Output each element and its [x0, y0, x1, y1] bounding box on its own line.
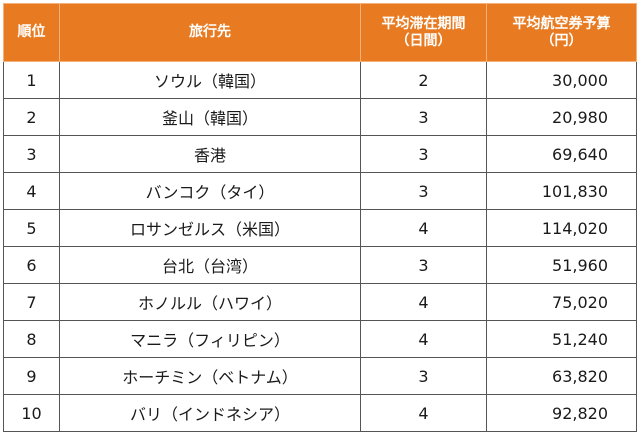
rank-cell: 3	[3, 135, 60, 173]
header-destination: 旅行先	[59, 3, 361, 62]
rank-cell: 6	[3, 246, 60, 284]
avg-airfare-cell: 20,980	[486, 98, 637, 136]
avg-stay-cell: 4	[360, 283, 487, 321]
avg-stay-cell: 4	[360, 394, 487, 432]
header-rank: 順位	[3, 3, 60, 62]
destination-cell: ホーチミン（ベトナム）	[59, 357, 361, 395]
table-row: 3 香港 3 69,640	[3, 135, 637, 173]
destination-cell: 釜山（韓国）	[59, 98, 361, 136]
header-avg-stay: 平均滞在期間 （日間）	[360, 3, 487, 62]
destination-cell: マニラ（フィリピン）	[59, 320, 361, 358]
table-row: 9 ホーチミン（ベトナム） 3 63,820	[3, 357, 637, 395]
avg-stay-cell: 3	[360, 357, 487, 395]
avg-stay-cell: 4	[360, 209, 487, 247]
avg-airfare-cell: 101,830	[486, 172, 637, 210]
avg-airfare-cell: 69,640	[486, 135, 637, 173]
avg-airfare-cell: 114,020	[486, 209, 637, 247]
destination-cell: バリ（インドネシア）	[59, 394, 361, 432]
header-avg-airfare-label: 平均航空券予算	[512, 15, 611, 32]
table-row: 1 ソウル（韓国） 2 30,000	[3, 61, 637, 99]
destination-cell: ソウル（韓国）	[59, 61, 361, 99]
table-row: 6 台北（台湾） 3 51,960	[3, 246, 637, 284]
header-row: 順位 旅行先 平均滞在期間 （日間） 平均航空券予算 （円）	[3, 3, 637, 62]
avg-stay-cell: 3	[360, 135, 487, 173]
avg-airfare-cell: 51,240	[486, 320, 637, 358]
rank-cell: 4	[3, 172, 60, 210]
destination-cell: 台北（台湾）	[59, 246, 361, 284]
rank-cell: 8	[3, 320, 60, 358]
avg-airfare-cell: 63,820	[486, 357, 637, 395]
header-avg-stay-label: 平均滞在期間	[381, 15, 466, 32]
avg-stay-cell: 4	[360, 320, 487, 358]
avg-stay-cell: 3	[360, 98, 487, 136]
avg-stay-cell: 2	[360, 61, 487, 99]
avg-airfare-cell: 30,000	[486, 61, 637, 99]
avg-stay-cell: 3	[360, 172, 487, 210]
destination-cell: ホノルル（ハワイ）	[59, 283, 361, 321]
rank-cell: 1	[3, 61, 60, 99]
table-body: 1 ソウル（韓国） 2 30,000 2 釜山（韓国） 3 20,980 3 香…	[3, 61, 637, 432]
destination-cell: 香港	[59, 135, 361, 173]
rank-cell: 2	[3, 98, 60, 136]
table-row: 8 マニラ（フィリピン） 4 51,240	[3, 320, 637, 358]
rank-cell: 7	[3, 283, 60, 321]
destination-cell: バンコク（タイ）	[59, 172, 361, 210]
header-avg-airfare: 平均航空券予算 （円）	[486, 3, 637, 62]
avg-stay-cell: 3	[360, 246, 487, 284]
avg-airfare-cell: 51,960	[486, 246, 637, 284]
table-row: 5 ロサンゼルス（米国） 4 114,020	[3, 209, 637, 247]
avg-airfare-cell: 75,020	[486, 283, 637, 321]
header-avg-airfare-unit: （円）	[540, 32, 583, 49]
travel-ranking-table: 順位 旅行先 平均滞在期間 （日間） 平均航空券予算 （円） 1 ソウル（韓国）…	[3, 3, 637, 432]
table-row: 10 バリ（インドネシア） 4 92,820	[3, 394, 637, 432]
table-row: 7 ホノルル（ハワイ） 4 75,020	[3, 283, 637, 321]
table-row: 2 釜山（韓国） 3 20,980	[3, 98, 637, 136]
destination-cell: ロサンゼルス（米国）	[59, 209, 361, 247]
rank-cell: 10	[3, 394, 60, 432]
rank-cell: 5	[3, 209, 60, 247]
header-avg-stay-unit: （日間）	[395, 32, 452, 49]
rank-cell: 9	[3, 357, 60, 395]
table-row: 4 バンコク（タイ） 3 101,830	[3, 172, 637, 210]
table-header: 順位 旅行先 平均滞在期間 （日間） 平均航空券予算 （円）	[3, 3, 637, 62]
avg-airfare-cell: 92,820	[486, 394, 637, 432]
